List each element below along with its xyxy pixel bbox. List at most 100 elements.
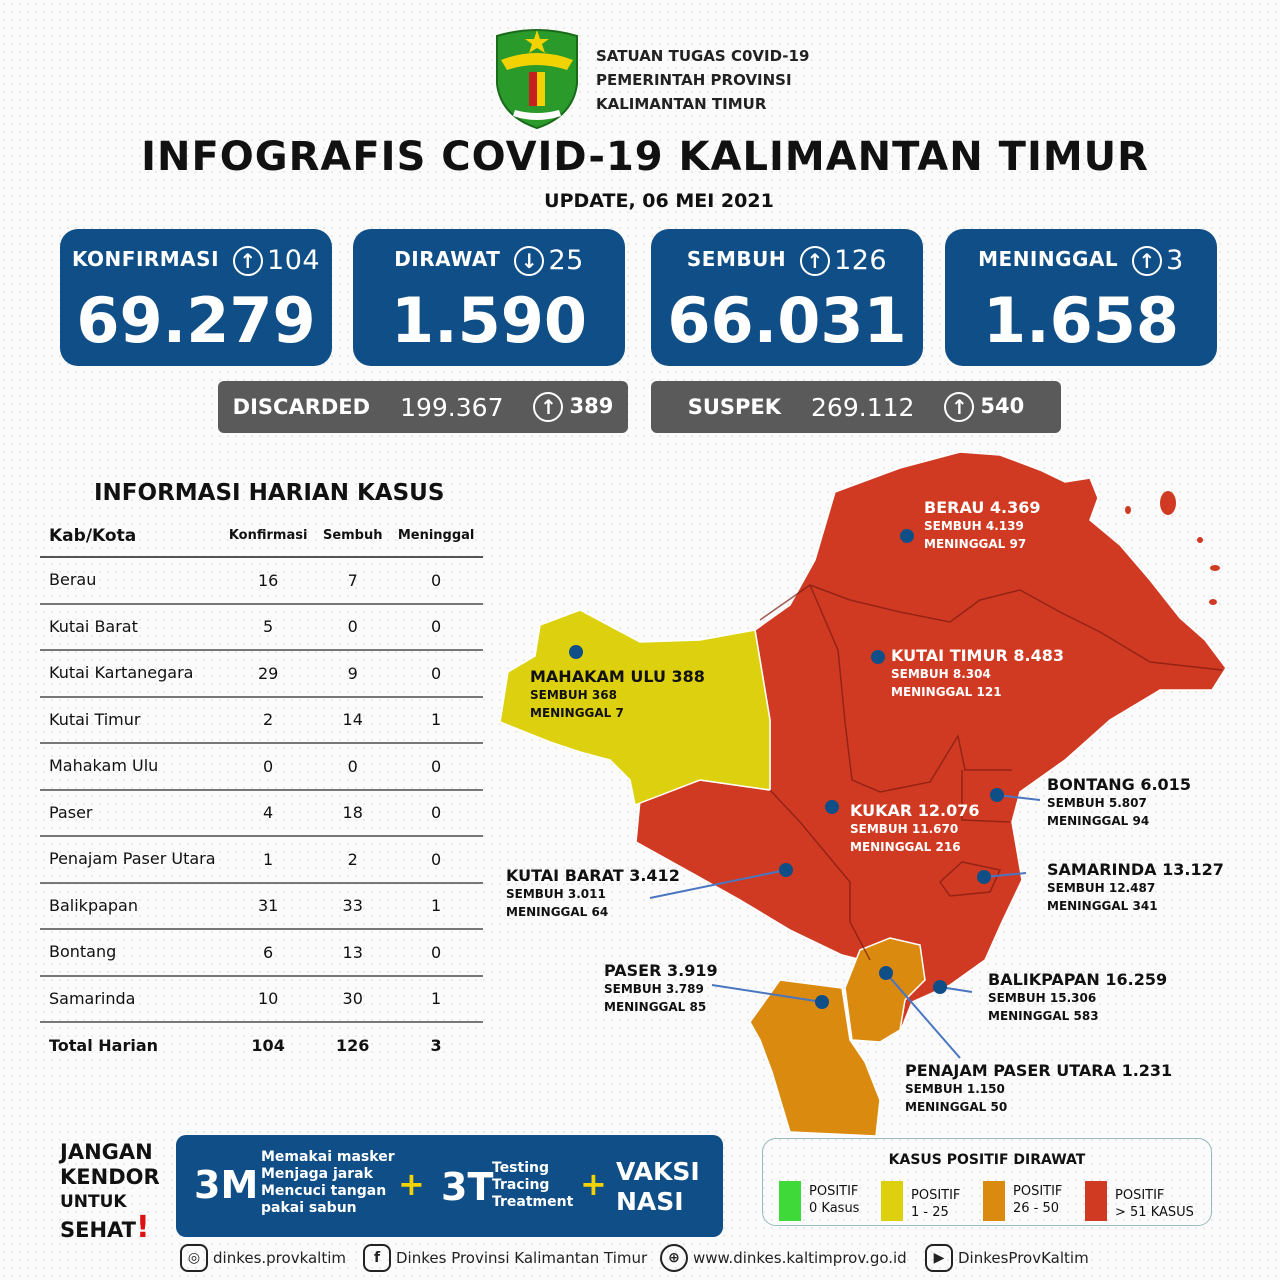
legend-title: KASUS POSITIF DIRAWAT — [888, 1152, 1086, 1168]
vaksin-line: VAKSI — [616, 1157, 700, 1186]
table-cell: Berau — [40, 557, 220, 605]
map-label-region: MAHAKAM ULU 388 SEMBUH 368 MENINGGAL 7 — [530, 667, 705, 722]
3m-item: Memakai masker — [261, 1149, 395, 1165]
slogan-line: KENDOR — [60, 1165, 160, 1189]
footer-link[interactable]: ▶ DinkesProvKaltim — [925, 1244, 1089, 1272]
slogan-line: SEHAT — [60, 1218, 136, 1242]
org-line: KALIMANTAN TIMUR — [596, 95, 767, 113]
map-label-region: PASER 3.919 SEMBUH 3.789 MENINGGAL 85 — [604, 961, 718, 1016]
leader-lines — [649, 794, 1041, 1059]
table-cell: 3 — [430, 1036, 442, 1056]
region-name: PASER 3.919 — [604, 961, 718, 980]
org-line: PEMERINTAH PROVINSI — [596, 71, 792, 89]
table-row: Mahakam Ulu 0 0 0 — [40, 743, 483, 791]
stat-card-dirawat: DIRAWAT ↓ 25 1.590 — [353, 229, 625, 366]
footer-link[interactable]: ◎ dinkes.provkaltim — [180, 1244, 346, 1272]
table-row: Kutai Kartanegara 29 9 0 — [40, 650, 483, 698]
region-sembuh: SEMBUH 11.670 — [850, 822, 959, 836]
table-row: Balikpapan 31 33 1 — [40, 882, 483, 930]
card-label: MENINGGAL — [978, 247, 1119, 271]
table-cell: Kutai Timur — [40, 696, 220, 744]
legend-label: POSITIF — [1013, 1184, 1063, 1199]
region-name: BERAU 4.369 — [924, 498, 1041, 517]
daily-table-title: INFORMASI HARIAN KASUS — [94, 480, 445, 506]
table-cell: 2 — [316, 836, 390, 884]
facebook-icon: f — [363, 1244, 391, 1272]
region-name: KUTAI TIMUR 8.483 — [891, 646, 1064, 665]
table-cell: 9 — [316, 650, 390, 698]
region-sembuh: SEMBUH 8.304 — [891, 667, 991, 681]
region-meninggal: MENINGGAL 97 — [924, 537, 1027, 551]
legend-label: POSITIF — [809, 1184, 859, 1199]
table-cell: 6 — [220, 929, 317, 977]
map-label-region: BONTANG 6.015 SEMBUH 5.807 MENINGGAL 94 — [1047, 775, 1191, 830]
region-meninggal: MENINGGAL 216 — [850, 840, 961, 854]
region-meninggal: MENINGGAL 583 — [988, 1009, 1099, 1023]
arrow-up-icon: ↑ — [1132, 245, 1163, 276]
table-cell: 0 — [389, 789, 483, 837]
organization-name: SATUAN TUGAS C0VID-19 PEMERINTAH PROVINS… — [596, 44, 809, 116]
stat-value: 269.112 — [811, 392, 915, 422]
stat-card-meninggal: MENINGGAL ↑ 3 1.658 — [945, 229, 1217, 366]
table-cell: 16 — [220, 557, 317, 605]
map-label-region: BERAU 4.369 SEMBUH 4.139 MENINGGAL 97 — [924, 498, 1041, 553]
footer-link[interactable]: f Dinkes Provinsi Kalimantan Timur — [363, 1244, 647, 1272]
map-legend: KASUS POSITIF DIRAWAT POSITIF 0 Kasus POSI… — [762, 1138, 1212, 1226]
region-sembuh: SEMBUH 368 — [530, 688, 617, 702]
update-date: UPDATE, 06 MEI 2021 — [544, 190, 774, 212]
table-cell: Samarinda — [40, 975, 220, 1023]
region-sembuh: SEMBUH 12.487 — [1047, 881, 1156, 895]
secondary-stat-suspek: SUSPEK 269.112 ↑ 540 — [651, 381, 1061, 433]
table-cell: 30 — [316, 975, 390, 1023]
map-label-region: SAMARINDA 13.127 SEMBUH 12.487 MENINGGAL 3… — [1047, 860, 1224, 915]
stat-label: SUSPEK — [687, 395, 782, 419]
table-cell: Paser — [40, 789, 220, 837]
3m-item: Menjaga jarak — [261, 1166, 373, 1182]
page-title: INFOGRAFIS COVID-19 KALIMANTAN TIMUR — [141, 134, 1149, 180]
table-cell: 13 — [316, 929, 390, 977]
plus-sign: + — [580, 1165, 607, 1203]
column-header: Kab/Kota — [40, 515, 220, 558]
table-cell: 0 — [389, 836, 483, 884]
table-cell: 14 — [316, 696, 390, 744]
arrow-up-icon: ↑ — [944, 392, 975, 422]
region-sembuh: SEMBUH 3.011 — [506, 887, 606, 901]
table-cell: 5 — [220, 603, 317, 651]
3t-label: 3T — [441, 1165, 494, 1209]
slogan-exclamation: ! — [136, 1210, 150, 1245]
table-total-row: Total Harian 104 126 3 — [40, 1022, 483, 1069]
region-meninggal: MENINGGAL 85 — [604, 1000, 707, 1014]
table-row: Samarinda 10 30 1 — [40, 975, 483, 1023]
table-cell: 0 — [389, 603, 483, 651]
stat-card-konfirmasi: KONFIRMASI ↑ 104 69.279 — [60, 229, 332, 366]
table-cell: 29 — [220, 650, 317, 698]
card-label: KONFIRMASI — [71, 247, 220, 271]
card-value: 1.658 — [982, 284, 1180, 357]
map-label-region: PENAJAM PASER UTARA 1.231 SEMBUH 1.150 MEN… — [905, 1061, 1172, 1116]
table-row: Kutai Timur 2 14 1 — [40, 696, 483, 744]
region-meninggal: MENINGGAL 121 — [891, 685, 1002, 699]
table-cell: 31 — [220, 882, 317, 930]
arrow-up-icon: ↑ — [233, 245, 264, 276]
plus-sign: + — [398, 1165, 425, 1203]
table-cell: 104 — [251, 1036, 285, 1056]
3t-item: Tracing — [492, 1177, 550, 1193]
legend-range: 1 - 25 — [911, 1205, 949, 1220]
footer-text: www.dinkes.kaltimprov.go.id — [693, 1249, 907, 1267]
legend-label: POSITIF — [911, 1188, 961, 1203]
legend-swatch — [881, 1181, 903, 1221]
table-row: Penajam Paser Utara 1 2 0 — [40, 836, 483, 884]
region-name: KUTAI BARAT 3.412 — [506, 866, 680, 885]
stat-card-sembuh: SEMBUH ↑ 126 66.031 — [651, 229, 923, 366]
youtube-icon: ▶ — [925, 1244, 953, 1272]
table-cell: 0 — [389, 650, 483, 698]
3m-item: pakai sabun — [261, 1200, 357, 1216]
3t-items: Testing Tracing Treatment — [492, 1160, 573, 1211]
region-meninggal: MENINGGAL 7 — [530, 706, 624, 720]
3t-item: Testing — [492, 1160, 549, 1176]
region-name: BALIKPAPAN 16.259 — [988, 970, 1168, 989]
slogan-line: UNTUK — [60, 1192, 127, 1212]
footer-link[interactable]: ⊕ www.dinkes.kaltimprov.go.id — [660, 1244, 907, 1272]
region-name: SAMARINDA 13.127 — [1047, 860, 1224, 879]
